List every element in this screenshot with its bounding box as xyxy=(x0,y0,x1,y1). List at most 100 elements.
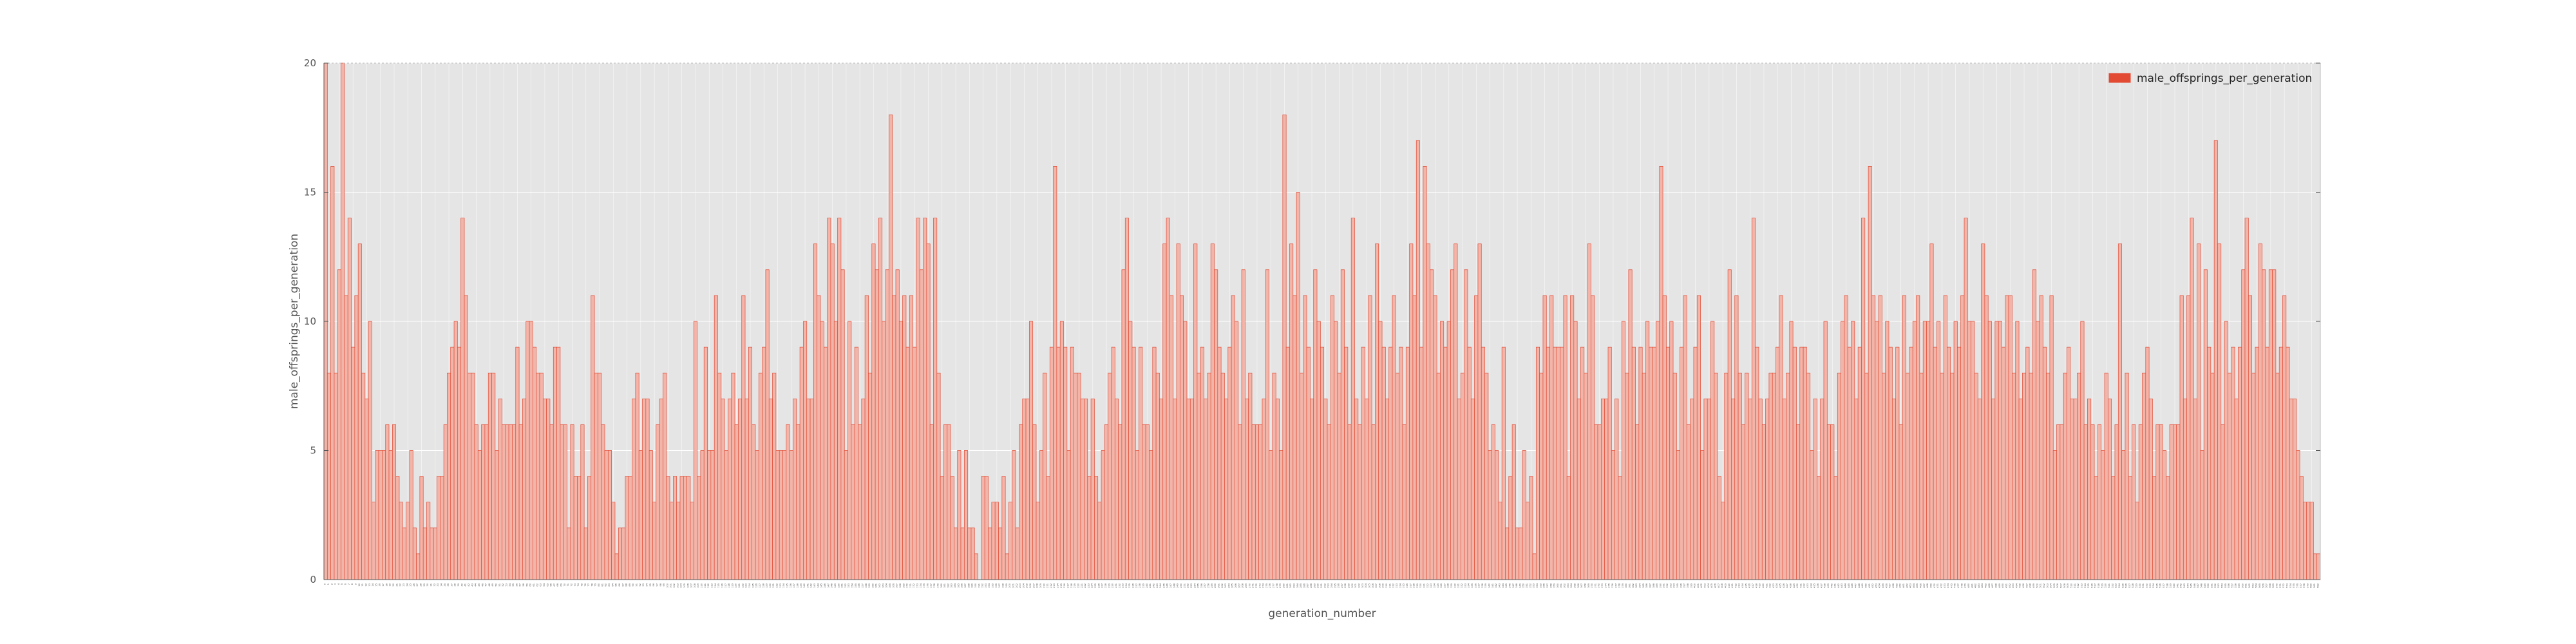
bar xyxy=(1491,424,1495,580)
bar xyxy=(357,243,362,580)
bar xyxy=(1710,321,1715,580)
bar xyxy=(406,502,410,580)
x-tick-label: 570 xyxy=(2276,583,2278,588)
x-tick-label: 64 xyxy=(543,583,545,586)
x-tick-label: 36 xyxy=(447,583,450,586)
bar xyxy=(337,269,341,580)
x-tick-label: 165 xyxy=(889,583,891,588)
bar xyxy=(1258,424,1263,580)
bar xyxy=(1768,372,1773,580)
bar xyxy=(542,398,547,580)
bar xyxy=(755,450,759,580)
x-tick-label: 542 xyxy=(2180,583,2183,588)
x-tick-label: 419 xyxy=(1759,583,1761,588)
bar xyxy=(933,218,938,580)
bar xyxy=(1786,372,1790,580)
x-tick-label: 199 xyxy=(1005,583,1008,588)
x-tick-label: 81 xyxy=(601,583,603,587)
bar xyxy=(659,398,663,580)
bar xyxy=(1090,398,1095,580)
bar xyxy=(690,502,694,580)
bar xyxy=(1358,424,1362,580)
x-tick-label: 178 xyxy=(933,583,936,588)
bar xyxy=(1454,243,1458,580)
x-tick-label: 256 xyxy=(1200,583,1203,588)
x-tick-label: 293 xyxy=(1327,583,1330,588)
x-tick-label: 582 xyxy=(2316,583,2319,588)
x-tick-label: 455 xyxy=(1882,583,1884,588)
bar xyxy=(1724,372,1728,580)
bar xyxy=(1300,372,1304,580)
x-tick-label: 546 xyxy=(2193,583,2196,588)
bar xyxy=(625,476,629,580)
x-tick-label: 526 xyxy=(2125,583,2128,588)
bar xyxy=(799,346,804,580)
x-tick-label: 147 xyxy=(827,583,829,588)
x-tick-label: 181 xyxy=(943,583,946,588)
bar xyxy=(782,450,787,580)
x-tick-label: 250 xyxy=(1180,583,1182,588)
bar xyxy=(1659,166,1663,580)
bar xyxy=(947,424,951,580)
bar xyxy=(895,269,900,580)
x-tick-label: 260 xyxy=(1214,583,1217,588)
bar xyxy=(2316,553,2321,580)
bar xyxy=(864,295,869,580)
bar xyxy=(2094,476,2098,580)
x-tick-label: 40 xyxy=(460,583,463,586)
legend-label: male_offsprings_per_generation xyxy=(2137,72,2312,85)
bar xyxy=(604,450,609,580)
x-tick-label: 265 xyxy=(1231,583,1234,588)
x-tick-label: 409 xyxy=(1724,583,1727,588)
x-tick-label: 175 xyxy=(923,583,925,588)
x-tick-label: 186 xyxy=(961,583,963,588)
x-tick-label: 550 xyxy=(2207,583,2210,588)
x-tick-label: 573 xyxy=(2286,583,2288,588)
bar xyxy=(1772,372,1776,580)
bar xyxy=(1899,424,1903,580)
bar xyxy=(1279,450,1283,580)
x-tick-label: 10 xyxy=(358,583,361,586)
bar xyxy=(2018,398,2023,580)
bar xyxy=(2042,346,2047,580)
bar xyxy=(1566,476,1571,580)
bar xyxy=(1368,295,1372,580)
bar xyxy=(2052,450,2057,580)
bar xyxy=(1546,346,1550,580)
x-tick-label: 231 xyxy=(1115,583,1117,588)
x-tick-label: 508 xyxy=(2063,583,2066,588)
bar xyxy=(549,424,554,580)
bar xyxy=(1293,295,1297,580)
bar xyxy=(1265,269,1269,580)
x-tick-label: 63 xyxy=(540,583,542,587)
x-tick-label: 149 xyxy=(834,583,837,588)
x-tick-label: 368 xyxy=(1584,583,1586,588)
x-tick-label: 172 xyxy=(913,583,915,588)
x-tick-label: 208 xyxy=(1036,583,1039,588)
x-tick-label: 167 xyxy=(896,583,898,588)
x-tick-label: 284 xyxy=(1296,583,1299,588)
bar xyxy=(2046,372,2050,580)
bar xyxy=(1922,321,1927,580)
x-tick-label: 404 xyxy=(1707,583,1710,588)
bar xyxy=(1405,346,1410,580)
bar xyxy=(1957,346,1962,580)
bar xyxy=(2101,450,2105,580)
bar xyxy=(632,398,636,580)
x-tick-label: 366 xyxy=(1577,583,1580,588)
bar xyxy=(1591,295,1595,580)
x-tick-label: 192 xyxy=(981,583,984,588)
x-tick-label: 76 xyxy=(584,583,587,586)
x-tick-label: 580 xyxy=(2310,583,2313,588)
x-tick-label: 277 xyxy=(1273,583,1275,588)
bar xyxy=(1964,218,1968,580)
x-tick-label: 452 xyxy=(1871,583,1874,588)
bar xyxy=(810,398,814,580)
bar xyxy=(1001,476,1006,580)
x-tick-label: 552 xyxy=(2214,583,2217,588)
x-tick-label: 374 xyxy=(1604,583,1607,588)
bar xyxy=(2029,372,2033,580)
bar xyxy=(2138,424,2143,580)
bar xyxy=(464,295,468,580)
x-tick-label: 354 xyxy=(1536,583,1539,588)
